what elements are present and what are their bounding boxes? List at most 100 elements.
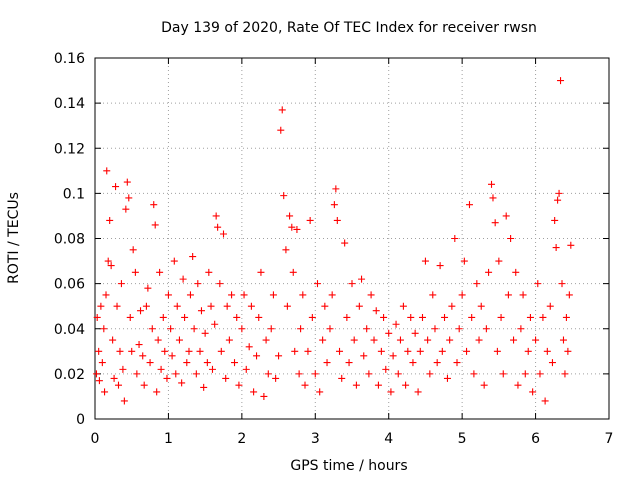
data-point	[348, 280, 356, 288]
data-point	[313, 280, 321, 288]
data-point	[355, 302, 363, 310]
data-point	[409, 359, 417, 367]
data-point	[137, 307, 145, 315]
data-point	[341, 239, 349, 247]
data-point	[468, 313, 476, 321]
data-point	[245, 343, 253, 351]
data-point	[139, 352, 147, 360]
data-point	[414, 388, 422, 396]
data-point	[186, 291, 194, 299]
data-point	[200, 383, 208, 391]
data-point	[211, 320, 219, 328]
data-point	[103, 167, 111, 175]
data-point	[418, 313, 426, 321]
data-point	[159, 313, 167, 321]
y-tick-label: 0.04	[54, 322, 85, 338]
data-point	[502, 212, 510, 220]
data-point	[370, 336, 378, 344]
data-point	[260, 392, 268, 400]
data-point	[539, 313, 547, 321]
data-point	[561, 370, 569, 378]
data-point	[455, 325, 463, 333]
data-point	[460, 257, 468, 265]
data-point	[465, 201, 473, 209]
data-point	[214, 223, 222, 231]
data-point	[172, 370, 180, 378]
data-point	[295, 370, 303, 378]
data-point	[113, 302, 121, 310]
data-point	[562, 313, 570, 321]
data-point	[524, 347, 532, 355]
data-point	[107, 262, 115, 270]
data-point	[326, 325, 334, 333]
data-point	[338, 374, 346, 382]
data-point	[112, 183, 120, 191]
data-point	[328, 291, 336, 299]
data-point	[116, 347, 124, 355]
data-point	[304, 347, 312, 355]
x-axis: 0 1 2 3 4 5 6 7	[91, 58, 613, 447]
data-point	[396, 336, 404, 344]
data-point	[352, 381, 360, 389]
data-point	[93, 313, 101, 321]
data-point	[421, 257, 429, 265]
data-point	[225, 336, 233, 344]
data-point	[333, 216, 341, 224]
data-point	[220, 230, 227, 238]
x-tick-label: 3	[311, 431, 320, 447]
data-point	[360, 352, 368, 360]
data-point	[164, 291, 172, 299]
data-point	[114, 381, 122, 389]
data-point	[299, 291, 307, 299]
y-axis: 0 0.02 0.04 0.06 0.08 0.1 0.12 0.14 0.16	[54, 51, 609, 428]
data-point	[477, 302, 485, 310]
data-point	[485, 268, 493, 276]
data-point	[429, 291, 437, 299]
data-point	[264, 370, 272, 378]
data-point	[151, 221, 159, 229]
data-point	[564, 347, 572, 355]
data-point	[282, 246, 290, 254]
data-point	[470, 370, 478, 378]
data-point	[507, 235, 515, 242]
data-point	[363, 325, 371, 333]
y-tick-label: 0	[76, 412, 85, 428]
data-point	[374, 381, 382, 389]
data-point	[441, 313, 449, 321]
data-point	[250, 388, 258, 396]
data-point	[253, 352, 261, 360]
data-point	[231, 359, 239, 367]
data-point	[144, 284, 152, 292]
data-point	[377, 347, 385, 355]
data-point	[156, 268, 164, 276]
data-point	[185, 347, 193, 355]
data-point	[150, 201, 158, 209]
data-point	[493, 347, 501, 355]
data-point	[343, 313, 351, 321]
data-point	[555, 189, 563, 197]
data-point	[499, 370, 507, 378]
data-point	[153, 388, 161, 396]
y-tick-label: 0.08	[54, 232, 85, 248]
data-point	[183, 359, 191, 367]
x-axis-label: GPS time / hours	[290, 458, 407, 474]
x-tick-label: 2	[237, 431, 246, 447]
data-point	[240, 291, 248, 299]
data-point	[319, 336, 327, 344]
y-tick-label: 0.14	[54, 96, 85, 112]
data-point	[117, 280, 125, 288]
data-point	[212, 212, 220, 220]
data-point	[98, 359, 106, 367]
data-point	[392, 320, 400, 328]
data-point	[372, 307, 380, 315]
data-point	[135, 341, 143, 349]
data-point	[167, 325, 175, 333]
data-point	[278, 106, 286, 114]
grid	[95, 58, 609, 419]
data-point	[306, 216, 314, 224]
data-point	[446, 336, 454, 344]
y-tick-label: 0.06	[54, 277, 85, 293]
data-point	[448, 302, 456, 310]
data-point	[126, 313, 134, 321]
data-point	[293, 225, 301, 233]
